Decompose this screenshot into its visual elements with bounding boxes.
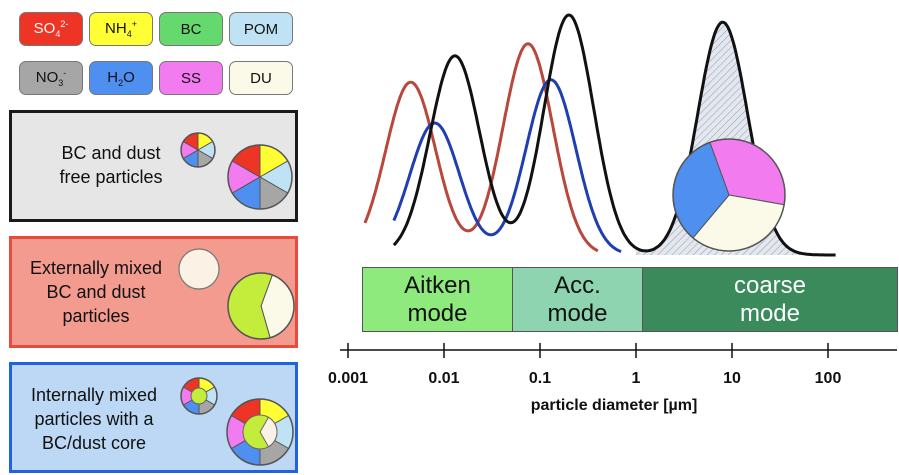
x-axis: 0.001 0.01 0.1 1 10 100 [328,343,897,387]
legend-chip-label-no3: NO3- [35,68,67,88]
legend-chip-du: DU [229,61,293,95]
panel-externally-mixed-label: Externally mixed BC and dust particles [16,256,176,328]
panel-internally-mixed-label: Internally mixed particles with a BC/dus… [14,383,174,455]
panel-bc-dust-free-label: BC and dust free particles [26,141,196,189]
legend-chip-label-bc: BC [180,20,202,38]
pie-outline [227,144,293,210]
panel-externally-mixed-line3: particles [62,306,130,326]
panel-bc-dust-free-line2: free particles [59,167,163,187]
x-tick-label: 10 [723,370,741,387]
legend-chip-no3: NO3- [19,61,83,95]
core-large-dust [259,416,278,448]
x-tick-label: 0.001 [328,370,368,387]
red-curve [363,42,599,253]
legend-chip-label-so4: SO42- [33,19,69,39]
legend-chip-bc: BC [159,12,223,46]
x-tick-label: 0.1 [529,370,551,387]
legend-chip-label-ss: SS [180,69,201,87]
panel-bc-dust-free-line1: BC and dust [61,143,161,163]
legend-chip-so4: SO42- [19,12,83,46]
legend-chip-h2o: H2O [89,61,153,95]
x-tick-label: 0.01 [428,370,459,387]
mode-box-aitken: Aitken mode [362,267,513,332]
pie-outline [672,138,786,252]
pie-outline [180,377,218,415]
x-tick-label: 1 [632,370,641,387]
pie-small-bc-free [180,132,216,168]
legend-chip-label-pom: POM [243,20,279,38]
x-axis-label: particle diameter [µm] [531,397,698,414]
pie-outline [226,398,294,466]
composition-pies [178,132,786,466]
legend-chip-label-du: DU [250,69,272,87]
mode-label-coarse: coarse mode [733,271,807,327]
legend-chip-ss: SS [159,61,223,95]
mode-label-aitken: Aitken mode [404,271,471,327]
mode-box-coarse: coarse mode [642,267,898,332]
mode-label-accumulation: Acc. mode [547,271,608,327]
pie-externally-mixed [227,272,295,340]
legend-chip-pom: POM [229,12,293,46]
core-small [190,387,208,405]
legend-chip-label-h2o: H2O [107,68,135,88]
panel-internally-mixed-line3: BC/dust core [41,433,147,453]
pie-bc-dust-only [178,248,220,290]
x-tick-label: 100 [815,370,842,387]
panel-internally-mixed-line2: particles with a [34,409,154,429]
legend-chip-nh4: NH4+ [89,12,153,46]
pie-outline [180,132,216,168]
panel-externally-mixed-line1: Externally mixed [29,258,163,278]
panel-externally-mixed-line2: BC and dust [46,282,146,302]
legend-chip-label-nh4: NH4+ [105,19,137,39]
mode-box-accumulation: Acc. mode [512,267,643,332]
panel-internally-mixed-line1: Internally mixed [30,385,158,405]
pie-coarse-mode [672,138,786,252]
pie-large-bc-free [227,144,293,210]
pie-outline [227,272,295,340]
